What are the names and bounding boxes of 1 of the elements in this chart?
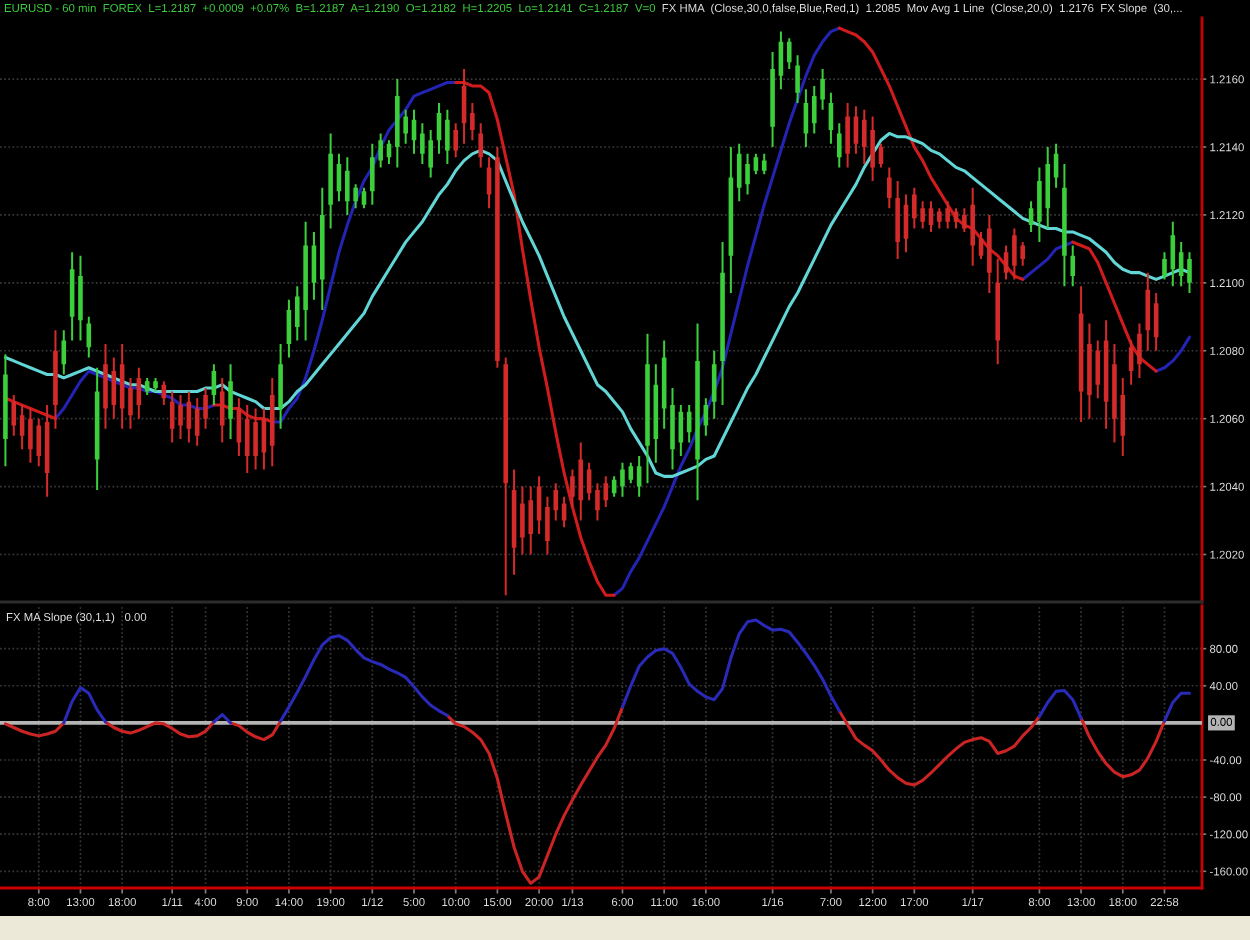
line-series bbox=[3, 131, 1192, 478]
